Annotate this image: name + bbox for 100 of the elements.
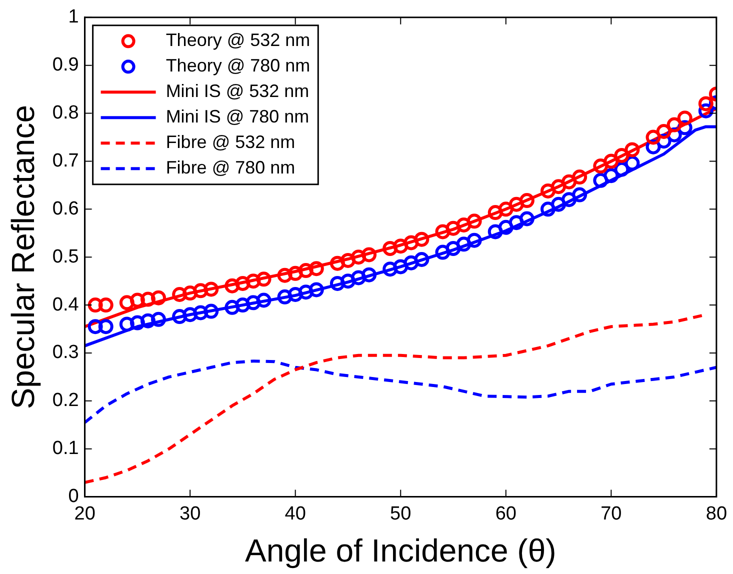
point [540,202,556,217]
point [340,252,356,268]
y-tick-label: 0.3 [52,342,79,364]
point [414,252,430,267]
point [562,192,577,208]
x-tick-label: 60 [495,503,516,524]
point [382,262,398,277]
point [235,298,250,313]
point [88,319,103,334]
point [551,196,566,212]
point [498,220,514,235]
point [351,250,366,265]
point [498,202,514,217]
point [435,244,450,260]
point [130,292,145,308]
point [98,298,114,313]
x-tick-label: 80 [706,503,728,524]
point [224,278,240,294]
point [119,316,134,332]
point [151,290,166,306]
point [466,232,482,248]
x-tick-label: 30 [180,503,201,524]
y-axis-title: Specular Reflectance [5,105,42,410]
point [593,172,608,188]
legend-label: Fibre @ 532 nm [166,132,296,152]
point [404,255,419,270]
point [614,148,630,163]
point [140,313,156,328]
point [456,236,472,252]
point [246,274,261,289]
y-tick-label: 0.7 [52,150,79,172]
point [435,224,450,240]
point [604,168,619,184]
point [288,266,303,281]
point [308,261,324,276]
point [246,295,261,310]
point [182,286,198,301]
line-series [84,360,716,424]
y-tick-label: 0.2 [52,390,79,412]
point [288,286,303,302]
point [393,238,408,254]
point [414,232,430,247]
point [330,276,345,291]
point [256,292,272,308]
point [466,214,482,229]
point [172,309,188,324]
legend-label: Mini IS @ 532 nm [166,81,310,102]
point [256,272,272,287]
legend-label: Theory @ 532 nm [166,30,310,50]
point [562,174,577,190]
point [572,170,588,185]
point [382,240,398,256]
point [446,240,461,256]
legend-label: Theory @ 780 nm [166,56,310,76]
legend-label: Mini IS @ 780 nm [166,106,310,127]
point [646,130,661,145]
y-tick-label: 0.9 [52,54,79,76]
point [666,117,682,132]
x-tick-label: 50 [390,503,412,524]
point [193,283,208,298]
point [172,286,188,302]
point [572,187,588,202]
point [88,298,103,313]
x-tick-label: 70 [600,503,622,524]
y-tick-label: 0.5 [52,246,79,268]
point [119,295,134,310]
point [551,179,566,194]
point [362,267,377,282]
point [308,282,324,298]
point [351,270,366,286]
point [330,256,345,271]
point [624,156,640,171]
point [698,96,714,112]
point [508,196,524,212]
point [182,307,198,322]
point [393,259,408,274]
point [677,110,692,126]
point [340,274,356,289]
point [508,215,524,230]
point [130,315,145,330]
point [456,217,472,232]
point [362,247,377,262]
x-axis-title: Angle of Incidence (θ) [244,532,556,569]
y-tick-label: 0.6 [52,198,79,220]
point [519,193,534,208]
y-tick-label: 0.4 [52,294,80,316]
point [224,300,240,315]
point [488,224,503,240]
y-tick-label: 0.1 [52,438,79,460]
point [298,263,314,278]
x-tick-label: 40 [284,503,306,524]
point [193,305,208,320]
point [204,282,219,297]
point [235,276,250,291]
y-tick-label: 1 [68,6,79,28]
point [204,304,219,319]
point [540,183,556,198]
y-tick-label: 0.8 [52,102,79,124]
point [488,205,503,220]
point [446,220,461,236]
